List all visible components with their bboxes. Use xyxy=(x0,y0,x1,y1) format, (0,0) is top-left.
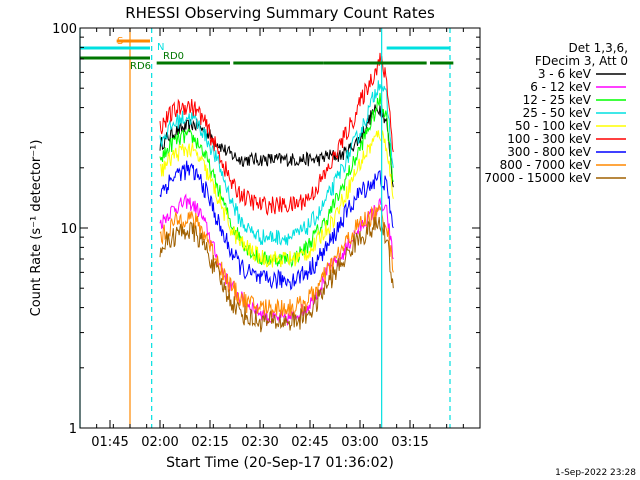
series-line-25-50-kev xyxy=(159,80,394,246)
vline-layer xyxy=(79,28,451,428)
y-tick-label-1: 1 xyxy=(69,422,77,437)
series-line-50-100-kev xyxy=(159,130,394,268)
y-tick-label-10: 10 xyxy=(60,222,77,237)
series-line-800-7000-kev xyxy=(159,204,394,318)
legend-label-25-50-kev: 25 - 50 keV xyxy=(523,106,592,120)
series-line-100-300-kev xyxy=(159,52,394,216)
legend-label-300-800-kev: 300 - 800 keV xyxy=(507,145,591,159)
series-line-3-6-kev xyxy=(159,104,394,188)
series-line-300-800-kev xyxy=(159,160,394,291)
legend-label-7000-15000-kev: 7000 - 15000 keV xyxy=(484,171,591,185)
x-tick-label-03-00: 03:00 xyxy=(341,435,378,450)
x-tick-label-03-15: 03:15 xyxy=(391,435,428,450)
x-tick-label-01-45: 01:45 xyxy=(91,435,128,450)
flag-label-rd0: RD0 xyxy=(163,51,184,62)
legend-label-800-7000-kev: 800 - 7000 keV xyxy=(500,158,592,172)
legend-label-12-25-kev: 12 - 25 keV xyxy=(523,93,592,107)
series-layer xyxy=(159,52,394,333)
y-tick-label-100: 100 xyxy=(52,22,77,37)
flag-label-n: N xyxy=(157,42,164,53)
legend-label-100-300-kev: 100 - 300 keV xyxy=(507,132,591,146)
legend-label-3-6-kev: 3 - 6 keV xyxy=(538,67,592,81)
chart-title: RHESSI Observing Summary Count Rates xyxy=(125,4,435,22)
legend-header-2: FDecim 3, Att 0 xyxy=(535,54,628,68)
plot-frame xyxy=(79,27,481,429)
y-axis-label: Count Rate (s⁻¹ detector⁻¹) xyxy=(29,140,44,317)
series-line-7000-15000-kev xyxy=(159,216,394,333)
axis-layer: 1 10 100 01:45 02:00 02:15 02:30 02:45 03:00 03:1… xyxy=(52,22,481,450)
x-tick-label-02-45: 02:45 xyxy=(291,435,328,450)
legend-header-1: Det 1,3,6, xyxy=(569,41,629,55)
series-line-12-25-kev xyxy=(159,92,394,268)
legend-label-50-100-kev: 50 - 100 keV xyxy=(515,119,592,133)
x-axis-label: Start Time (20-Sep-17 01:36:02) xyxy=(166,455,394,471)
legend-label-6-12-kev: 6 - 12 keV xyxy=(530,80,592,94)
footer-timestamp: 1-Sep-2022 23:28 xyxy=(555,468,636,478)
flag-label-s: S xyxy=(117,36,123,47)
x-tick-label-02-15: 02:15 xyxy=(191,435,228,450)
x-tick-label-02-00: 02:00 xyxy=(141,435,178,450)
flag-label-rd6: RD6 xyxy=(130,61,151,72)
x-tick-label-02-30: 02:30 xyxy=(241,435,278,450)
